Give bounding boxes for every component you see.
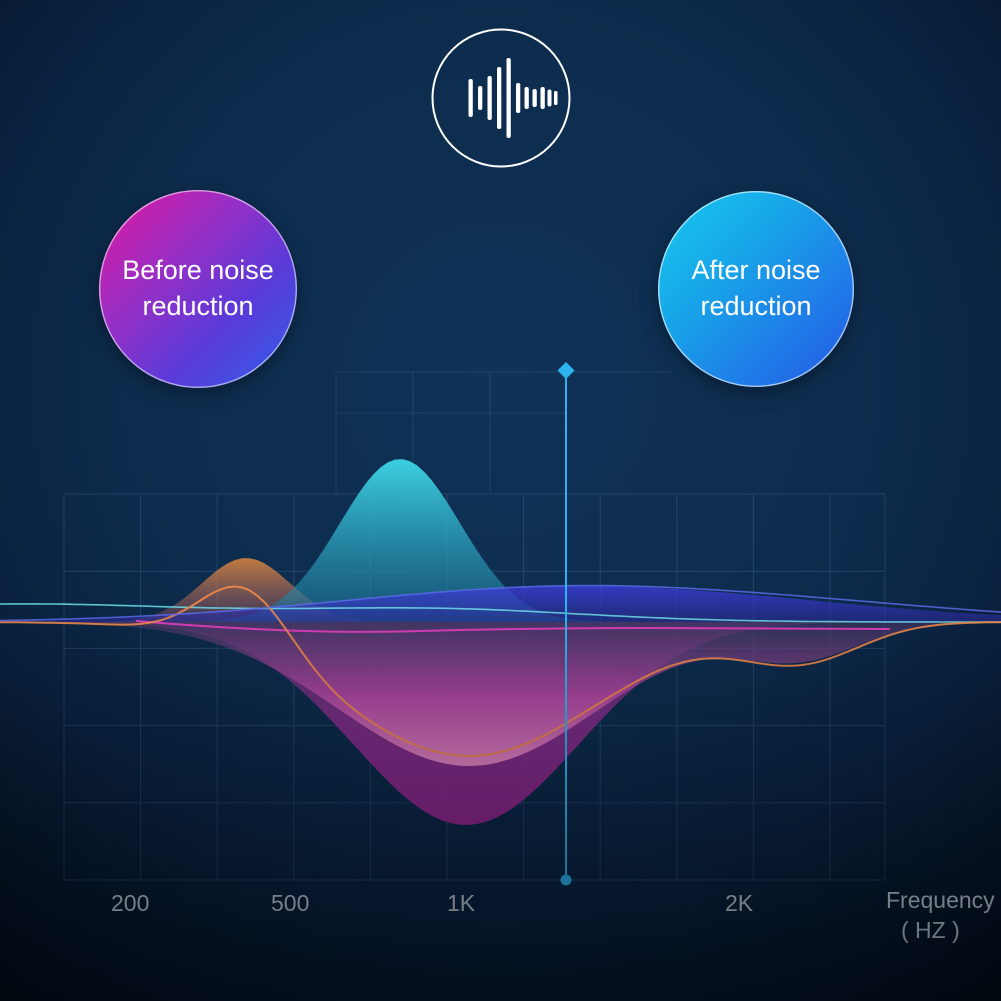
- svg-text:Frequency: Frequency: [886, 887, 995, 913]
- svg-text:( HZ ): ( HZ ): [901, 917, 960, 943]
- svg-text:2K: 2K: [725, 890, 754, 916]
- svg-text:1K: 1K: [447, 890, 476, 916]
- svg-text:500: 500: [271, 890, 309, 916]
- svg-text:200: 200: [111, 890, 149, 916]
